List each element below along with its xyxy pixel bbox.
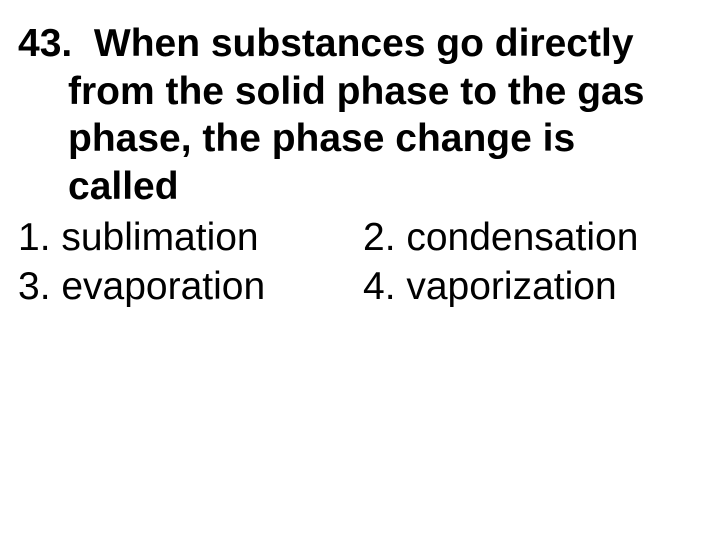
question-line-4: called [68, 165, 179, 208]
question-stem: 43. When substances go directly from the… [18, 20, 702, 210]
question-line-1: When substances go directly [94, 22, 634, 65]
answers-row-2: 3. evaporation 4. vaporization [18, 263, 702, 312]
question-line-3: phase, the phase change is [68, 117, 575, 160]
question-block: 43. When substances go directly from the… [18, 20, 702, 210]
answer-option-2: 2. condensation [363, 214, 702, 263]
answer-option-3: 3. evaporation [18, 263, 363, 312]
answer-options: 1. sublimation 2. condensation 3. evapor… [18, 214, 702, 312]
answers-row-1: 1. sublimation 2. condensation [18, 214, 702, 263]
answer-option-1: 1. sublimation [18, 214, 363, 263]
slide-page: 43. When substances go directly from the… [0, 0, 720, 312]
question-number: 43. [18, 22, 72, 65]
answer-option-4: 4. vaporization [363, 263, 702, 312]
question-line-2: from the solid phase to the gas [68, 70, 644, 113]
